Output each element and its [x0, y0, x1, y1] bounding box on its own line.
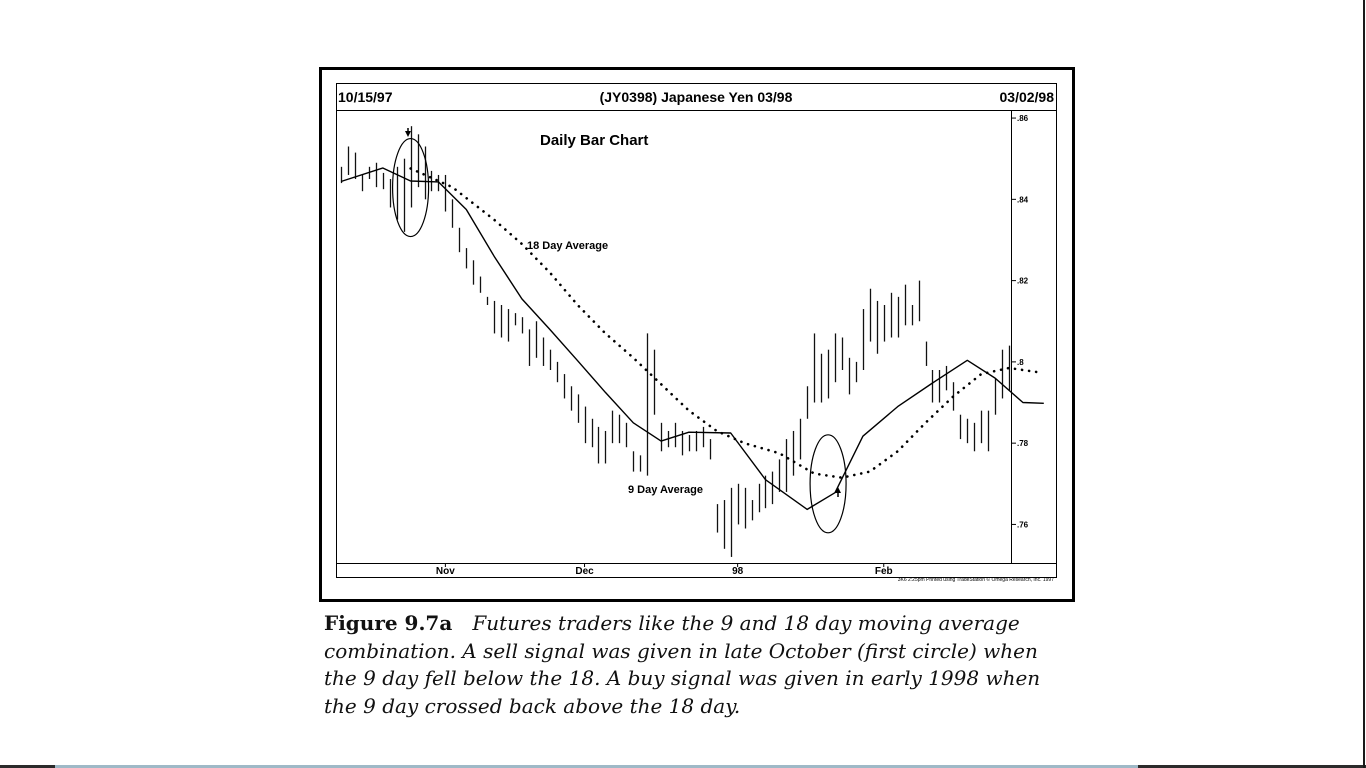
y-tick-label: .76	[1017, 520, 1029, 529]
label-9-day-average: 9 Day Average	[628, 484, 703, 496]
header-symbol-title: (JY0398) Japanese Yen 03/98	[600, 89, 793, 105]
buy-signal-circle	[809, 434, 847, 534]
bottom-rule	[0, 765, 1366, 768]
bottom-rule-segment	[1138, 765, 1366, 768]
chart-title: Daily Bar Chart	[540, 132, 648, 149]
signal-markers	[391, 128, 847, 534]
moving-averages	[340, 167, 1044, 511]
month-label: Nov	[436, 566, 455, 577]
caption-figure-label: Figure 9.7a	[324, 611, 453, 635]
month-label: Feb	[875, 566, 893, 577]
18-day-average-line	[409, 167, 1039, 480]
buy-arrow-icon	[835, 487, 841, 493]
sell-arrow-icon	[405, 131, 411, 137]
bottom-rule-segment	[0, 765, 55, 768]
chart-inner-frame	[336, 83, 1057, 578]
9-day-average-line	[340, 167, 1044, 511]
y-tick-label: .82	[1017, 277, 1029, 286]
figure-caption: Figure 9.7a Futures traders like the 9 an…	[324, 610, 1069, 720]
figure-outer-frame	[319, 67, 1075, 602]
price-ticks: .86 .84 .82 .8 .78 .76	[1011, 114, 1029, 529]
header-start-date: 10/15/97	[338, 89, 393, 105]
chart-svg: 10/15/97 (JY0398) Japanese Yen 03/98 03/…	[319, 67, 1075, 602]
right-edge-rule	[1363, 0, 1365, 768]
y-tick-label: .86	[1017, 114, 1029, 123]
month-label: 98	[732, 566, 744, 577]
tradestation-credit: 3K6 2:25pm Printed using TradeStation © …	[898, 576, 1054, 583]
price-bars	[340, 126, 1011, 557]
y-tick-label: .78	[1017, 439, 1029, 448]
bottom-rule-segment	[55, 765, 1138, 768]
header-end-date: 03/02/98	[1000, 89, 1055, 105]
caption-text: Futures traders like the 9 and 18 day mo…	[324, 611, 1041, 718]
y-tick-label: .84	[1017, 195, 1029, 204]
month-labels: Nov Dec 98 Feb	[436, 563, 893, 577]
y-tick-label: .8	[1017, 358, 1024, 367]
sell-signal-circle	[391, 137, 430, 238]
figure-panel: 10/15/97 (JY0398) Japanese Yen 03/98 03/…	[319, 67, 1075, 602]
label-18-day-average: 18 Day Average	[527, 240, 608, 252]
month-label: Dec	[575, 566, 594, 577]
